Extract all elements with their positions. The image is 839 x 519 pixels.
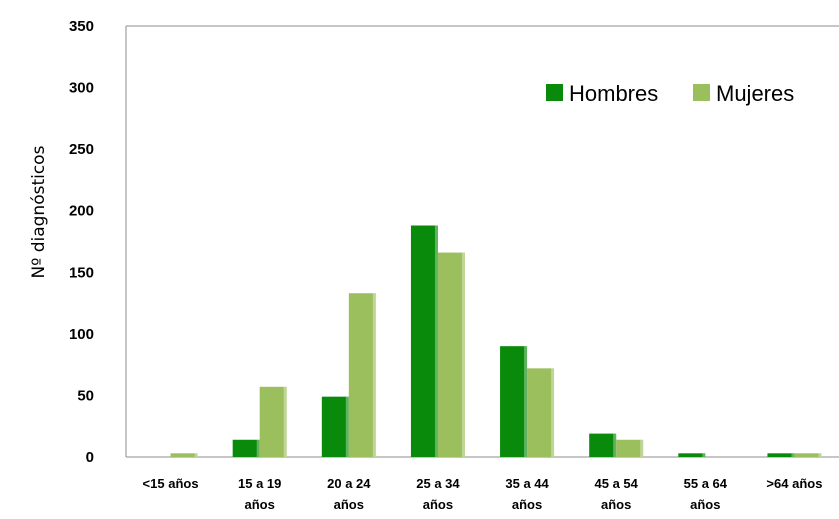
- y-tick-label: 50: [77, 387, 94, 404]
- x-tick-label: 20 a 24: [327, 476, 371, 491]
- bar-highlight: [345, 396, 349, 457]
- bar-mujeres: [794, 453, 822, 457]
- bar-mujeres: [527, 368, 555, 457]
- bar-highlight: [256, 439, 260, 457]
- x-tick-label: 15 a 19: [238, 476, 281, 491]
- x-tick-label: años: [334, 497, 364, 512]
- bar-hombres: [589, 433, 617, 457]
- y-tick-label: 100: [69, 326, 94, 343]
- x-axis-labels: <15 años 15 a 19 años 20 a 24 años 25 a 34 año…: [143, 476, 823, 512]
- bar-mujeres: [170, 453, 198, 457]
- x-tick-label: 25 a 34: [416, 476, 460, 491]
- legend-swatch-mujeres: [693, 84, 710, 101]
- bar-mujeres: [259, 386, 287, 457]
- y-axis-label: Nº diagnósticos: [29, 145, 49, 278]
- bar-highlight: [283, 386, 287, 457]
- x-tick-label: >64 años: [766, 476, 822, 491]
- bar-highlight: [372, 293, 376, 457]
- bar-mujeres: [348, 293, 376, 457]
- x-tick-label: <15 años: [143, 476, 199, 491]
- x-tick-label: años: [245, 497, 275, 512]
- bar-highlight: [613, 433, 617, 457]
- x-tick-label: años: [601, 497, 631, 512]
- bar-highlight: [702, 453, 706, 457]
- y-tick-label: 150: [69, 264, 94, 281]
- y-tick-label: 0: [86, 449, 94, 466]
- bar-hombres: [410, 225, 438, 457]
- bar-highlight: [434, 225, 438, 457]
- bar-highlight: [551, 368, 555, 457]
- y-tick-label: 300: [69, 80, 94, 97]
- bar-mujeres: [616, 439, 644, 457]
- bar-highlight: [194, 453, 198, 457]
- bar-highlight: [524, 346, 528, 457]
- bar-hombres: [232, 439, 260, 457]
- x-tick-label: 55 a 64: [684, 476, 728, 491]
- bar-hombres: [767, 453, 795, 457]
- y-tick-label: 250: [69, 141, 94, 158]
- bar-highlight: [461, 252, 465, 457]
- bar-highlight: [640, 439, 644, 457]
- legend-label-hombres: Hombres: [569, 81, 658, 106]
- legend-swatch-hombres: [546, 84, 563, 101]
- x-tick-label: años: [512, 497, 542, 512]
- bar-hombres: [321, 396, 349, 457]
- y-axis-ticks: 0 50 100 150 200 250 300 350: [69, 18, 94, 466]
- bar-highlight: [791, 453, 795, 457]
- y-tick-label: 200: [69, 203, 94, 220]
- bar-hombres: [678, 453, 706, 457]
- x-tick-label: 35 a 44: [505, 476, 549, 491]
- bar-highlight: [818, 453, 822, 457]
- bars: [170, 225, 822, 457]
- bar-hombres: [500, 346, 528, 457]
- bar-mujeres: [437, 252, 465, 457]
- legend: Hombres Mujeres: [546, 81, 794, 106]
- x-tick-label: años: [423, 497, 453, 512]
- x-tick-label: 45 a 54: [595, 476, 639, 491]
- x-tick-label: años: [690, 497, 720, 512]
- legend-label-mujeres: Mujeres: [716, 81, 794, 106]
- y-tick-label: 350: [69, 18, 94, 35]
